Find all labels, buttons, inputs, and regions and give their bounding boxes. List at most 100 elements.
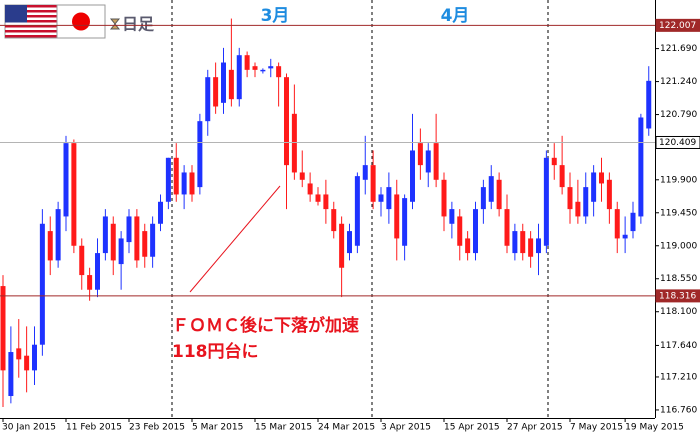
candle-body: [213, 77, 219, 107]
y-tick-label: 119.900: [660, 175, 697, 185]
candle-body: [236, 55, 242, 100]
x-tick-label: 5 Mar 2015: [192, 423, 243, 433]
candle-body: [315, 194, 321, 202]
candle-body: [559, 165, 565, 188]
candle-body: [260, 69, 266, 72]
candle-body: [370, 165, 376, 202]
x-tick-label: 11 Feb 2015: [66, 423, 122, 433]
candle-body: [205, 77, 211, 122]
timeframe-label: 日足: [122, 15, 155, 34]
candle-body: [339, 223, 345, 268]
candle-body: [465, 238, 471, 254]
candle-body: [449, 209, 455, 224]
candle-body: [39, 223, 45, 345]
level-label: 122.007: [659, 21, 696, 31]
candle-body: [433, 143, 439, 180]
candle-body: [189, 172, 195, 195]
candle-body: [496, 179, 502, 210]
candle-body: [291, 113, 297, 173]
x-tick-label: 15 Mar 2015: [255, 423, 312, 433]
x-tick-label: 19 May 2015: [625, 423, 684, 433]
level-label: 118.316: [659, 291, 696, 301]
level-badge: [655, 18, 700, 32]
candle-body: [299, 172, 305, 180]
candle-body: [307, 183, 313, 195]
candle-body: [504, 209, 510, 246]
candle-body: [567, 187, 573, 210]
candle-body: [16, 348, 22, 360]
candle-body: [536, 238, 541, 254]
annotation: ＦＯＭＣ後に下落が加速: [172, 315, 359, 336]
candle-body: [614, 209, 620, 239]
candle-body: [142, 231, 148, 257]
candle-body: [402, 198, 408, 246]
candle-body: [150, 223, 156, 257]
candle-body: [63, 143, 69, 217]
y-tick-label: 120.790: [660, 110, 697, 120]
candle-body: [276, 66, 282, 78]
candle-body: [0, 286, 6, 371]
y-tick-label: 119.450: [660, 208, 697, 218]
y-tick-label: 116.760: [660, 405, 697, 415]
y-tick-label: 119.000: [660, 241, 697, 251]
candle-body: [480, 187, 486, 210]
candle-body: [8, 352, 14, 397]
candle-body: [394, 194, 400, 239]
candle-body: [221, 62, 226, 103]
candle-body: [118, 238, 124, 265]
candle-body: [354, 176, 360, 246]
candle-body: [638, 117, 644, 217]
candle-body: [457, 216, 463, 246]
candle-body: [158, 201, 163, 224]
candle-body: [488, 176, 494, 202]
y-tick-label: 118.100: [660, 307, 697, 317]
x-tick-label: 3 Apr 2015: [381, 423, 431, 433]
candle-body: [71, 143, 77, 246]
candle-body: [441, 179, 447, 217]
candle-body: [606, 179, 612, 210]
annotation: 118円台に: [172, 341, 259, 362]
jp-flag: [56, 4, 106, 39]
y-tick-label: 121.240: [660, 77, 697, 87]
candle-body: [197, 121, 203, 188]
candle-body: [102, 216, 108, 254]
candle-body: [528, 238, 534, 257]
candle-body: [599, 172, 604, 184]
x-tick-label: 7 May 2015: [570, 423, 623, 433]
candle-body: [55, 209, 61, 261]
candle-body: [244, 55, 250, 70]
candle-body: [32, 344, 37, 371]
candle-body: [126, 216, 132, 243]
candle-body: [79, 245, 85, 276]
candle-body: [362, 165, 368, 180]
candle-body: [252, 66, 258, 70]
candle-body: [347, 231, 352, 254]
candle-body: [520, 231, 526, 254]
candle-body: [110, 223, 116, 261]
candle-body: [575, 201, 581, 217]
candle-body: [512, 231, 518, 254]
candle-body: [47, 231, 53, 261]
y-tick-label: 117.210: [660, 372, 697, 382]
candle-body: [134, 216, 140, 261]
candle-body: [181, 172, 187, 195]
y-tick-label: 121.690: [660, 44, 697, 54]
x-tick-label: 27 Apr 2015: [507, 423, 563, 433]
hourglass-icon: [109, 18, 121, 30]
candle-body: [583, 187, 589, 217]
candle-body: [378, 194, 384, 202]
pointer-line: [189, 185, 281, 293]
candle-body: [95, 253, 100, 290]
candle-body: [425, 150, 431, 173]
candle-body: [410, 150, 415, 202]
candle-body: [331, 209, 337, 232]
x-tick-label: 15 Apr 2015: [444, 423, 500, 433]
candle-body: [87, 275, 93, 290]
month-label: 3月: [261, 6, 290, 26]
level-badge: [655, 289, 700, 303]
x-tick-label: 23 Feb 2015: [129, 423, 185, 433]
candle-body: [284, 77, 289, 166]
candle-body: [646, 80, 652, 129]
